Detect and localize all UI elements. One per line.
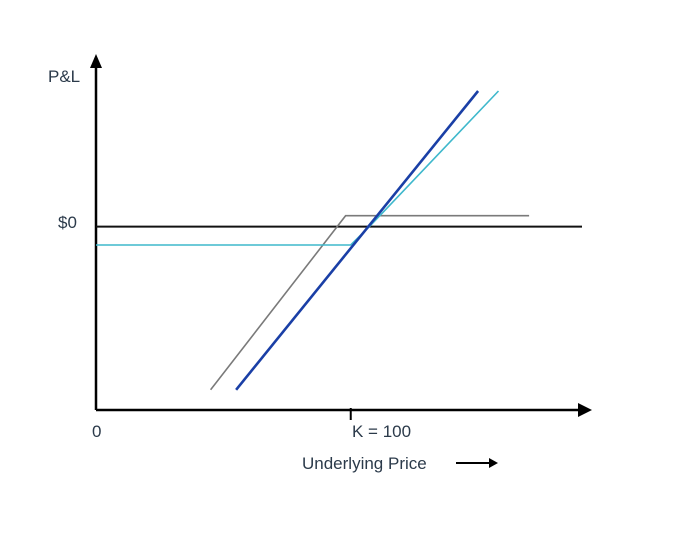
series-line-0 (235, 90, 480, 391)
series-line-1 (96, 90, 500, 246)
x-origin-label: 0 (92, 422, 101, 441)
y-axis-title: P&L (48, 67, 80, 86)
y-axis-arrow (90, 54, 102, 68)
strike-tick-label: K = 100 (352, 422, 411, 441)
x-axis-arrow (578, 403, 592, 417)
series-layer (96, 90, 530, 391)
x-title-arrow-head (489, 458, 498, 468)
series-line-2 (209, 214, 530, 391)
zero-tick-label: $0 (58, 213, 77, 232)
x-axis-title: Underlying Price (302, 454, 427, 473)
